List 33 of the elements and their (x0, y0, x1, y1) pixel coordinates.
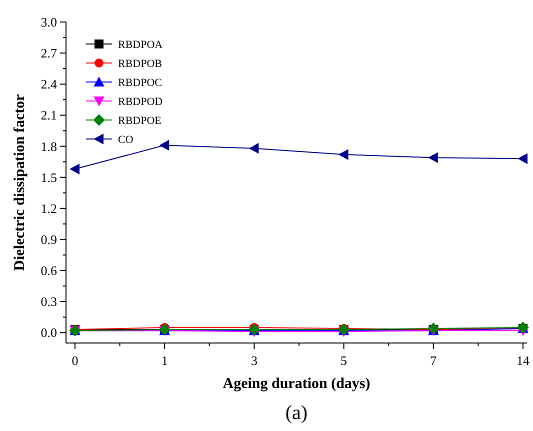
x-axis-title: Ageing duration (days) (222, 376, 370, 392)
x-tick-label: 3 (250, 353, 258, 368)
point (338, 149, 348, 160)
x-tick-label: 14 (516, 353, 530, 368)
y-tick-label: 1.8 (40, 138, 57, 154)
y-tick-label: 3.0 (40, 14, 57, 30)
y-tick-label: 1.2 (40, 200, 57, 216)
legend-label: RBDPOD (118, 96, 163, 108)
y-tick-label: 2.7 (40, 46, 58, 61)
x-tick-label: 1 (161, 353, 168, 368)
point (70, 164, 80, 174)
text: (a) (285, 402, 308, 424)
legend-label: RBDPOC (118, 76, 162, 89)
legend-label: CO (118, 134, 134, 146)
point (428, 152, 438, 164)
legend-label: RBDPOB (118, 58, 162, 70)
point (159, 140, 170, 151)
y-tick-label: 2.1 (40, 108, 57, 123)
point (518, 153, 528, 164)
legend-label: RBDPOE (118, 114, 162, 127)
point (248, 142, 259, 154)
y-tick-label: 0.9 (40, 232, 57, 247)
x-tick-label: 5 (340, 353, 348, 368)
y-axis-title: Dielectric dissipation factor (12, 94, 28, 271)
y-tick-label: 2.4 (40, 76, 58, 92)
y-tick-label: 1.5 (40, 170, 57, 185)
legend-label: RBDPOA (118, 38, 163, 51)
x-tick-label: 0 (72, 353, 78, 368)
y-tick-label: 0.3 (40, 294, 57, 310)
y-tick-label: 0.6 (40, 263, 58, 278)
y-tick-label: 0.0 (40, 325, 57, 340)
x-tick-label: 7 (430, 353, 438, 368)
point (428, 322, 440, 334)
